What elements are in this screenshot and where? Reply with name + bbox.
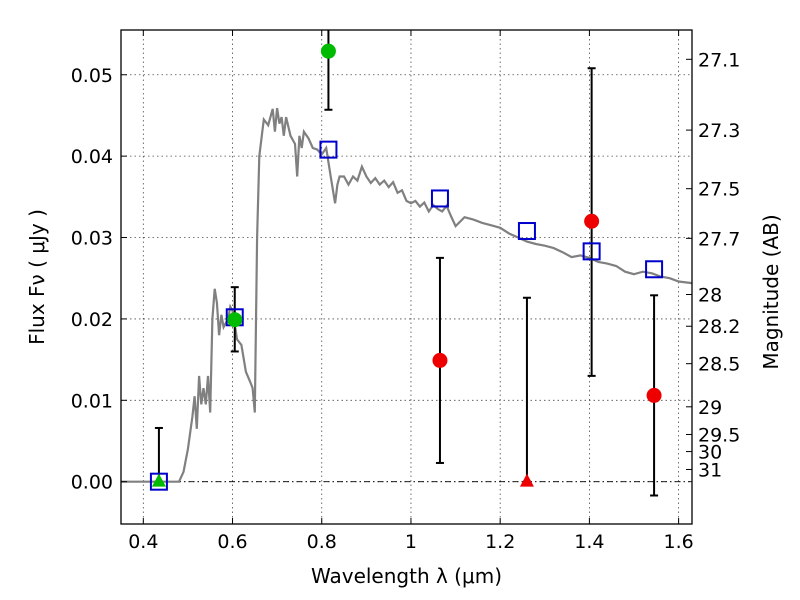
model-photometry-square (517, 222, 536, 241)
x-tick-label: 0.4 (128, 531, 158, 553)
model-photometry-square (430, 189, 449, 208)
magnitude-tick-label: 29.5 (698, 424, 740, 446)
magnitude-tick-label: 27.5 (698, 179, 740, 201)
observed-limit-triangle (151, 473, 166, 487)
model-sed-line (121, 107, 692, 483)
magnitude-tick-label: 28.5 (698, 354, 740, 376)
observed-detection-point (320, 43, 336, 59)
magnitude-tick-label: 27.7 (698, 228, 740, 250)
y-tick-label: 0.05 (71, 65, 113, 87)
observed-detection-point (432, 352, 448, 368)
x-tick-label: 1.4 (574, 531, 604, 553)
grid-lines (121, 30, 692, 524)
plot-frame (120, 29, 693, 525)
observed-detection-point (584, 213, 600, 229)
magnitude-tick-label: 28 (698, 284, 722, 306)
x-axis-title: Wavelength λ (μm) (311, 564, 502, 588)
x-axis-ticks: 0.4 0.6 0.8 1 1.2 1.4 1.6 (128, 30, 694, 553)
model-photometry-square (582, 242, 601, 261)
observed-markers (151, 43, 662, 487)
magnitude-tick-label: 27.3 (698, 120, 740, 142)
magnitude-axis-title: Magnitude (AB) (759, 214, 783, 369)
y-axis-ticks: 0.00 0.01 0.02 0.03 0.04 0.05 (71, 65, 127, 494)
y-axis-title: Flux Fν ( μJy ) (25, 209, 49, 345)
y-tick-label: 0.04 (71, 146, 113, 168)
observed-detection-point (227, 312, 243, 328)
y-tick-label: 0.00 (71, 472, 113, 494)
y-tick-label: 0.02 (71, 309, 113, 331)
magnitude-tick-label: 31 (698, 459, 722, 481)
error-bars (154, 30, 659, 497)
y-tick-label: 0.03 (71, 228, 113, 250)
x-tick-label: 1.6 (664, 531, 694, 553)
x-tick-label: 0.6 (217, 531, 247, 553)
x-tick-label: 1 (405, 531, 417, 553)
x-tick-label: 0.8 (307, 531, 337, 553)
observed-limit-triangle (519, 473, 534, 487)
model-photometry-markers (149, 140, 664, 491)
magnitude-tick-label: 27.1 (698, 49, 740, 71)
model-photometry-square (645, 260, 664, 279)
magnitude-tick-label: 29 (698, 397, 722, 419)
magnitude-tick-label: 28.2 (698, 316, 740, 338)
model-photometry-square (319, 140, 338, 159)
x-tick-label: 1.2 (485, 531, 515, 553)
observed-detection-point (646, 387, 662, 403)
y-tick-label: 0.01 (71, 390, 113, 412)
magnitude-tick-label: 30 (698, 442, 722, 464)
plot-area (121, 30, 692, 497)
